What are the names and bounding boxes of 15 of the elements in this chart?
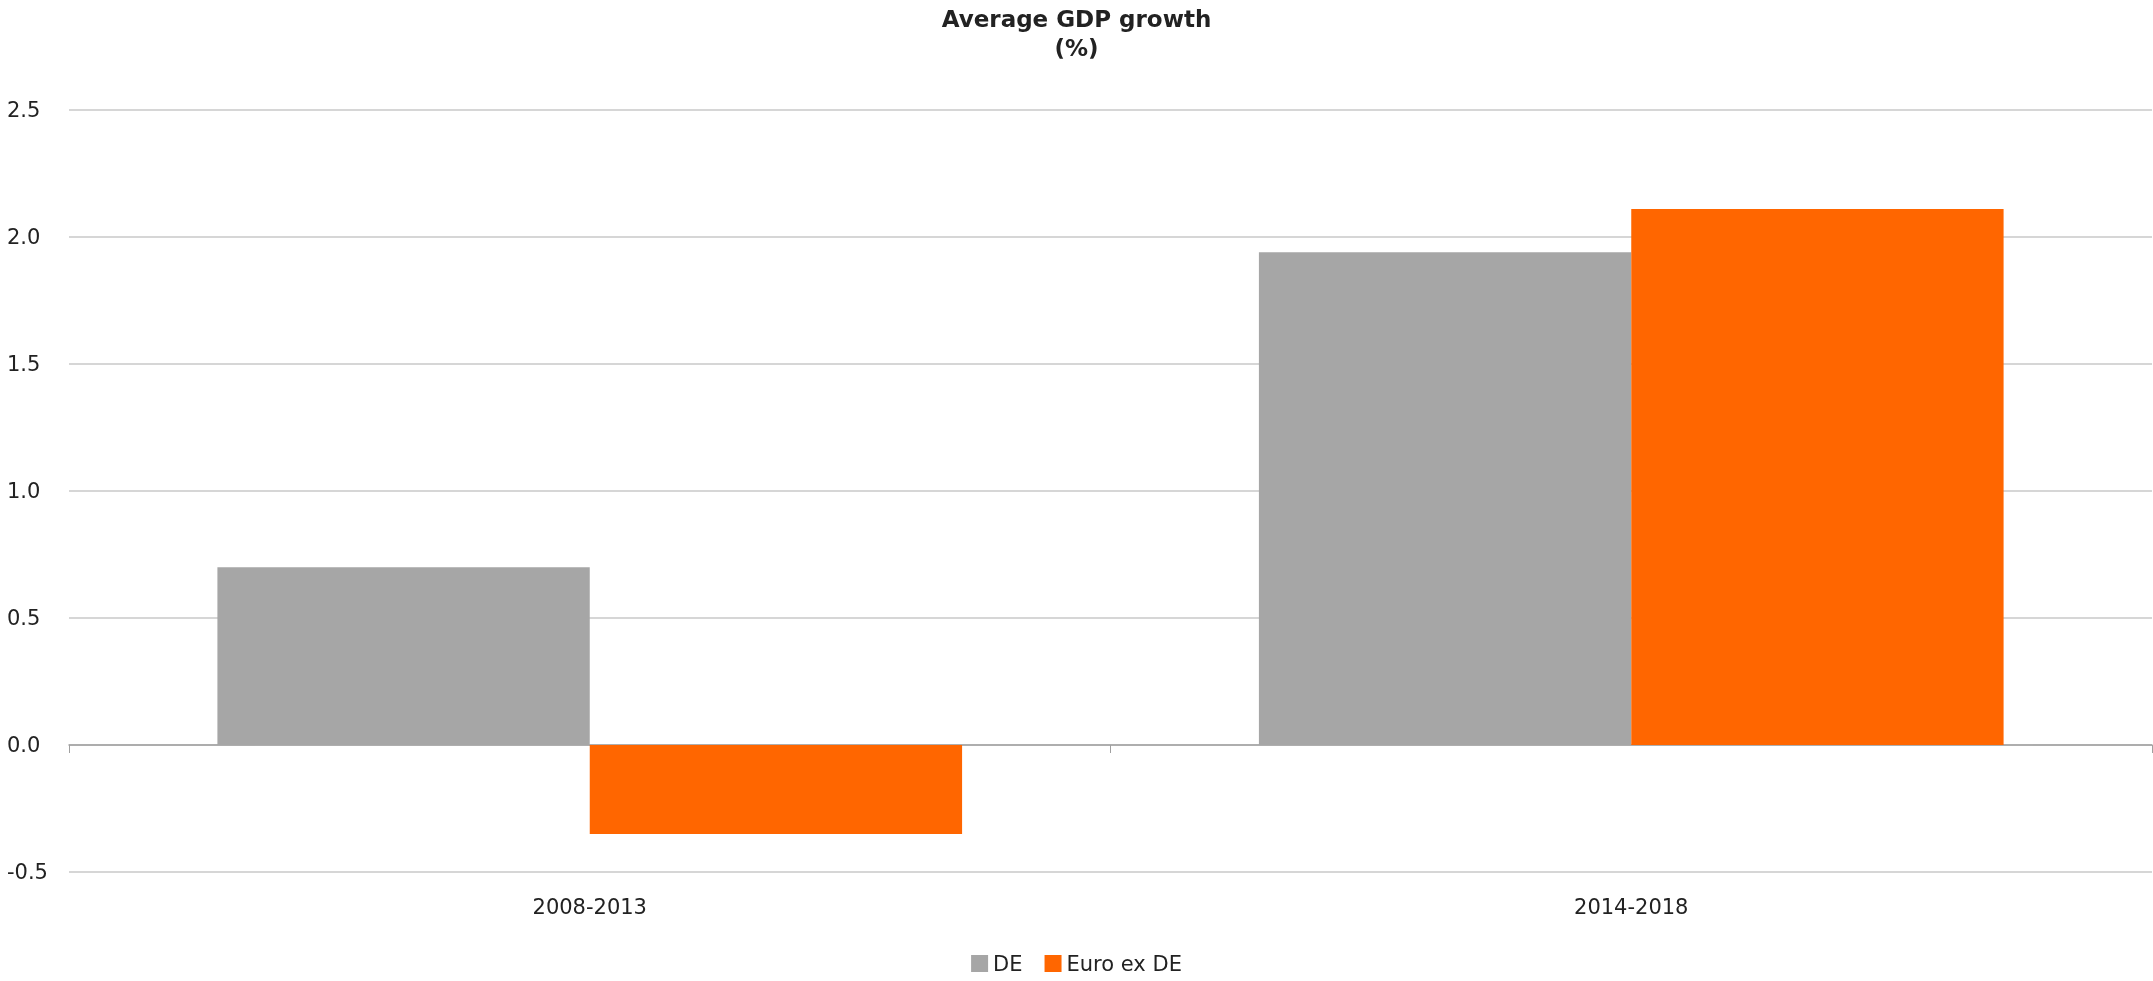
y-tick-label: 1.0 — [7, 479, 41, 503]
legend-label: Euro ex DE — [1066, 951, 1182, 976]
chart-subtitle: (%) — [1054, 34, 1099, 61]
y-tick-label: 0.5 — [7, 606, 41, 630]
chart-title: Average GDP growth — [941, 5, 1212, 32]
x-tick-label: 2008-2013 — [532, 894, 647, 919]
y-tick-label: 0.0 — [7, 733, 41, 757]
y-tick-label: 2.5 — [7, 98, 41, 122]
y-tick-label: 2.0 — [7, 225, 41, 249]
bar — [1631, 209, 2004, 745]
legend-label: DE — [993, 951, 1023, 976]
y-tick-label: -0.5 — [7, 860, 48, 884]
bar — [589, 745, 963, 834]
y-tick-label: 1.5 — [7, 352, 41, 376]
x-tick-label: 2014-2018 — [1574, 894, 1689, 919]
